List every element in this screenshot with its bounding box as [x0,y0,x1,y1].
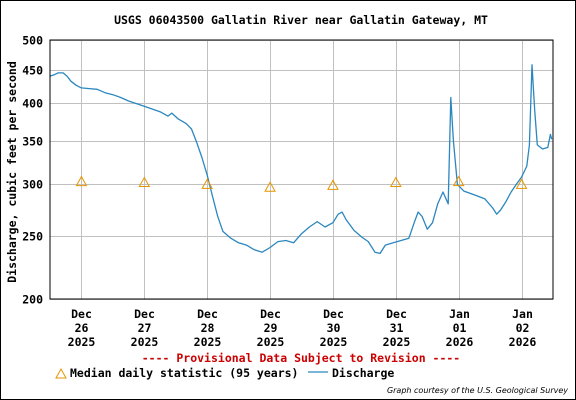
y-tick-label: 300 [22,178,43,192]
x-tick-label: 31 [390,321,404,335]
x-tick-label: Jan [512,307,533,321]
x-tick-label: Jan [449,307,470,321]
median-point [327,179,339,190]
chart-credit: Graph courtesy of the U.S. Geological Su… [387,386,568,395]
x-tick-label: 02 [516,321,530,335]
y-tick-label: 350 [22,135,43,149]
x-tick-label: 2025 [131,335,159,349]
median-point [201,178,214,189]
x-tick-label: 2025 [383,335,411,349]
x-tick-label: 27 [138,321,152,335]
series-layer [49,64,553,255]
x-tick-label: 2026 [446,335,474,349]
x-tick-label: 28 [201,321,215,335]
y-tick-label: 200 [22,293,43,307]
median-point [452,175,465,187]
y-tick-label: 250 [22,230,43,244]
x-tick-label: Dec [71,307,92,321]
x-tick-label: 2026 [509,335,537,349]
provisional-note: ---- Provisional Data Subject to Revisio… [142,351,461,365]
median-point [515,178,528,189]
x-tick-label: 01 [453,321,467,335]
x-tick-label: Dec [386,307,407,321]
x-tick-labels: Dec262025Dec272025Dec282025Dec292025Dec3… [68,307,537,349]
legend-discharge-label: Discharge [332,366,394,380]
discharge-line [49,64,553,255]
legend-median-label: Median daily statistic (95 years) [70,366,298,380]
x-tick-label: 30 [327,321,341,335]
x-tick-label: 2025 [320,335,348,349]
legend-median-marker [55,367,67,379]
y-tick-label: 400 [22,97,43,111]
x-tick-label: 2025 [194,335,222,349]
x-tick-label: 29 [264,321,278,335]
median-point [264,181,276,192]
chart-title: USGS 06043500 Gallatin River near Gallat… [114,13,488,27]
plot-area-border [49,39,554,300]
y-tick-labels: 500 450 400 350 300 250 200 [22,34,43,307]
y-tick-label: 500 [22,34,43,48]
y-axis-label: Discharge, cubic feet per second [5,61,19,283]
x-tick-label: 26 [75,321,89,335]
x-tick-label: Dec [134,307,155,321]
x-tick-label: Dec [197,307,218,321]
median-point [389,176,402,188]
median-point [138,176,151,188]
x-tick-label: Dec [260,307,281,321]
median-point [75,175,88,187]
y-tick-label: 450 [22,64,43,78]
legend: Median daily statistic (95 years) Discha… [55,366,394,380]
x-tick-label: Dec [323,307,344,321]
x-tick-label: 2025 [257,335,285,349]
x-tick-label: 2025 [68,335,96,349]
